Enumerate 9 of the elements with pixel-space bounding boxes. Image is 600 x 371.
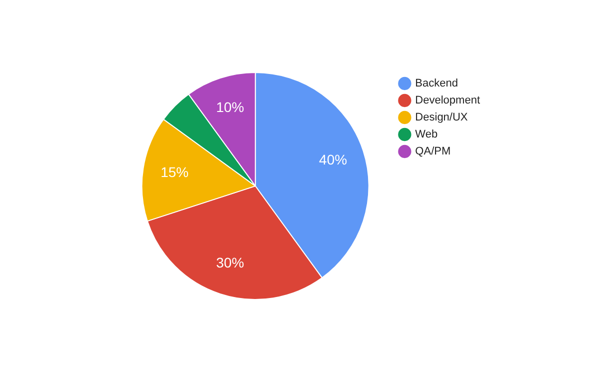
- data-label: 40%: [319, 152, 348, 168]
- data-label: 15%: [160, 164, 189, 180]
- legend-label: Design/UX: [415, 112, 468, 124]
- legend-label: Development: [415, 94, 480, 107]
- data-label: 10%: [216, 99, 244, 116]
- legend-label: QA/PM: [415, 146, 451, 158]
- legend-label: Backend: [415, 78, 458, 90]
- legend-label: Web: [415, 128, 438, 141]
- data-label: 30%: [216, 254, 244, 271]
